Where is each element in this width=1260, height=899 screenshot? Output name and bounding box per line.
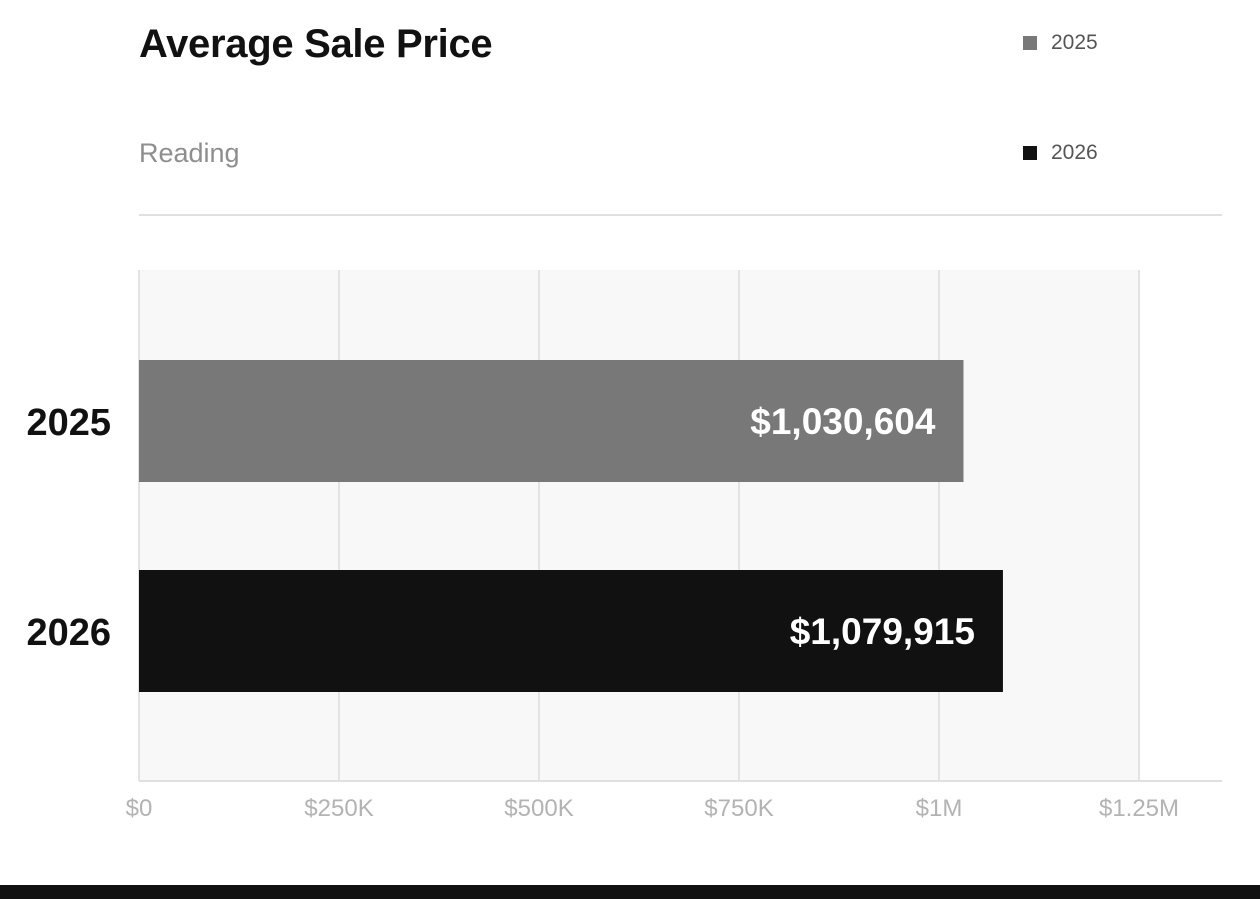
legend-label-2026: 2026 <box>1051 141 1098 164</box>
x-tick-label: $750K <box>704 795 773 822</box>
plot-background <box>139 270 1139 781</box>
bar-value-label: $1,030,604 <box>750 401 936 442</box>
chart-title: Average Sale Price <box>139 22 493 66</box>
x-tick-label: $500K <box>504 795 573 822</box>
bar-2026 <box>139 570 1003 692</box>
header-divider <box>139 214 1222 216</box>
x-tick-label: $0 <box>126 795 153 822</box>
x-tick-label: $1M <box>916 795 963 822</box>
legend-swatch-2026 <box>1023 146 1037 160</box>
bar-chart: $0 $250K $500K $750K $1M $1.25M $1,030,604 2025… <box>26 270 1222 822</box>
legend-item-2026: 2026 <box>1023 141 1098 165</box>
legend-label-2025: 2025 <box>1051 31 1098 54</box>
bar-2025 <box>139 360 964 482</box>
bar-value-label: $1,079,915 <box>790 611 975 652</box>
legend-swatch-2025 <box>1023 36 1037 50</box>
legend-item-2025: 2025 <box>1023 31 1098 55</box>
x-tick-label: $250K <box>304 795 373 822</box>
y-category-label: 2026 <box>26 612 111 654</box>
x-tick-label: $1.25M <box>1099 795 1179 822</box>
chart-subtitle: Reading <box>139 138 240 168</box>
y-category-label: 2025 <box>26 402 111 444</box>
footer-bar <box>0 885 1260 899</box>
